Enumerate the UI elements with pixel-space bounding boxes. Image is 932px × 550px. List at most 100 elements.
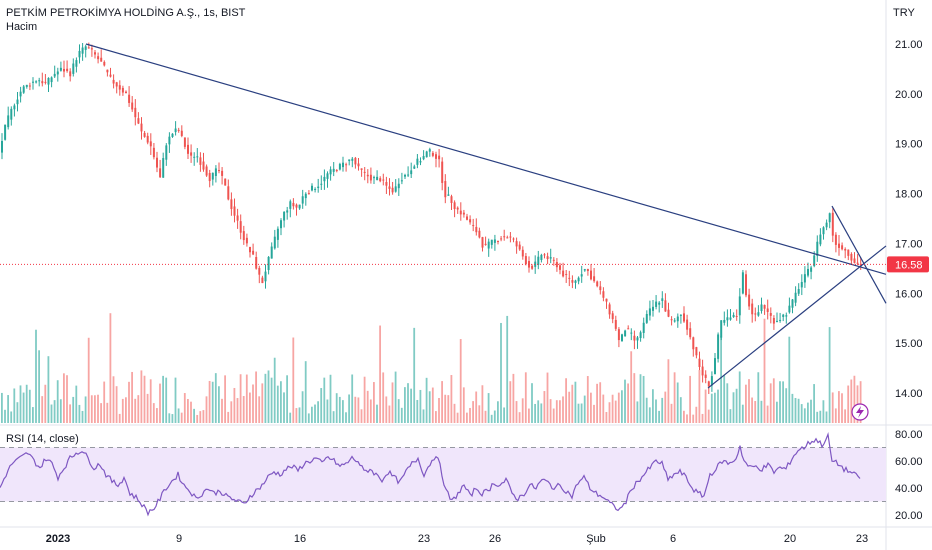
volume-bar — [196, 414, 199, 423]
volume-bar — [363, 376, 366, 423]
volume-bar — [676, 382, 679, 423]
candle-body — [236, 215, 239, 221]
candle-body — [258, 267, 261, 275]
volume-bar — [754, 400, 757, 423]
candle-body — [363, 171, 366, 173]
candle-body — [834, 234, 837, 245]
volume-bar — [174, 377, 177, 423]
candle-body — [422, 156, 425, 160]
volume-bar — [853, 375, 856, 423]
candle-body — [565, 274, 568, 276]
candle-body — [704, 374, 707, 378]
candle-body — [757, 312, 760, 316]
lightning-icon-glyph — [856, 406, 864, 418]
candle-body — [614, 319, 617, 329]
candle-body — [462, 212, 465, 215]
volume-bar — [776, 401, 778, 423]
candle-body — [4, 124, 7, 140]
volume-bar — [574, 381, 577, 423]
candle-body — [351, 158, 354, 161]
candle-body — [509, 236, 512, 238]
volume-bar — [438, 398, 440, 423]
volume-bar — [177, 408, 180, 423]
volume-bar — [53, 400, 56, 423]
volume-bar — [459, 339, 462, 423]
volume-bar — [100, 403, 102, 423]
volume-bar — [230, 401, 233, 423]
time-tick-label: 6 — [670, 533, 676, 545]
candle-body — [397, 183, 400, 189]
candle-body — [593, 276, 596, 282]
volume-bar — [1, 392, 3, 423]
short-descending-trendline[interactable] — [831, 205, 887, 304]
candle-body — [425, 151, 428, 158]
volume-bar — [639, 374, 642, 423]
volume-bar — [506, 315, 509, 423]
volume-bar — [583, 395, 586, 423]
candle-body — [267, 256, 270, 271]
volume-bar — [543, 391, 546, 423]
candle-body — [785, 315, 788, 317]
volume-bar — [490, 414, 493, 423]
candle-body — [283, 211, 286, 221]
volume-bar — [636, 401, 639, 423]
ascending-trendline[interactable] — [707, 245, 887, 389]
candle-body — [503, 236, 506, 238]
candle-body — [335, 170, 338, 172]
candle-body — [630, 332, 633, 334]
candle-body — [633, 335, 636, 341]
time-tick-label: Şub — [586, 533, 606, 545]
volume-bar — [531, 383, 533, 423]
candle-body — [720, 320, 723, 338]
candle-body — [115, 82, 118, 87]
candle-body — [493, 239, 496, 243]
candle-body — [698, 358, 701, 367]
candle-body — [69, 71, 72, 77]
volume-bar — [803, 408, 806, 423]
volume-bar — [565, 378, 567, 423]
candle-body — [673, 320, 676, 322]
candle-body — [25, 84, 28, 87]
candle-body — [19, 91, 22, 97]
volume-bar — [602, 394, 605, 423]
candle-body — [596, 281, 599, 287]
volume-bar — [704, 389, 707, 423]
volume-bar — [484, 410, 487, 423]
volume-bar — [280, 381, 282, 423]
volume-bar — [540, 403, 543, 423]
volume-bar — [301, 391, 304, 423]
candle-body — [180, 130, 183, 136]
volume-bar — [518, 412, 521, 423]
candle-body — [717, 334, 720, 359]
volume-bar — [407, 383, 409, 423]
candle-body — [109, 74, 112, 77]
price-tick-label: 21.00 — [895, 39, 923, 51]
volume-bar — [658, 410, 660, 423]
candle-body — [121, 87, 124, 93]
volume-bar — [487, 393, 490, 423]
symbol-title[interactable]: PETKİM PETROKİMYA HOLDİNG A.Ş., 1s, BIST — [6, 7, 246, 19]
candle-body — [754, 313, 757, 315]
time-tick-label: 16 — [294, 533, 306, 545]
volume-bar — [388, 405, 391, 423]
candle-body — [239, 221, 242, 233]
candle-body — [276, 228, 279, 240]
volume-bar — [425, 377, 428, 423]
volume-bar — [162, 375, 164, 423]
candle-body — [10, 108, 13, 120]
volume-bar — [608, 402, 611, 423]
volume-label[interactable]: Hacim — [6, 21, 38, 33]
volume-bar — [701, 413, 704, 423]
candle-body — [53, 73, 56, 77]
descending-trendline[interactable] — [85, 43, 887, 275]
rsi-line — [0, 431, 861, 517]
candle-body — [292, 202, 295, 207]
volume-bar — [304, 361, 307, 423]
volume-bar — [850, 379, 853, 423]
volume-bar — [199, 411, 202, 423]
last-price-label: 16.58 — [895, 259, 923, 271]
candle-body — [301, 196, 304, 204]
rsi-label[interactable]: RSI (14, close) — [6, 433, 79, 445]
candle-body — [125, 91, 127, 94]
volume-bar — [149, 379, 152, 423]
